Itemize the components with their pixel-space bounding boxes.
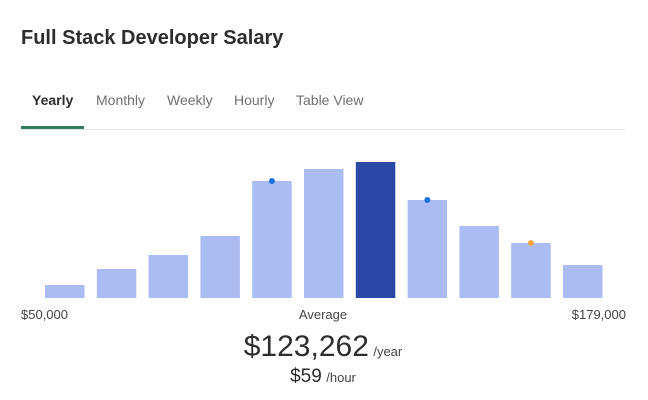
bar	[252, 181, 292, 298]
tab[interactable]: Yearly	[32, 92, 74, 108]
title: Full Stack Developer Salary	[21, 27, 284, 49]
yearly-unit: /year	[373, 344, 403, 359]
bar	[511, 243, 551, 298]
bar	[407, 200, 448, 298]
min-label: $50,000	[21, 307, 68, 322]
bar	[45, 285, 85, 298]
tab[interactable]: Monthly	[96, 92, 146, 108]
bar	[200, 236, 240, 298]
marker-dot	[527, 240, 534, 246]
bar	[459, 226, 499, 298]
tab[interactable]: Hourly	[234, 92, 275, 108]
yearly-amount: $123,262	[243, 330, 369, 363]
tab-divider	[21, 129, 625, 130]
active-tab-underline	[21, 126, 84, 129]
tab[interactable]: Weekly	[167, 92, 213, 108]
bar	[148, 255, 189, 298]
center-label: Average	[298, 307, 348, 322]
marker-dot	[268, 178, 275, 184]
bar	[96, 269, 137, 298]
marker-dot	[424, 197, 431, 203]
bar	[563, 265, 603, 298]
tab[interactable]: Table View	[296, 92, 364, 108]
bar	[304, 169, 344, 298]
hourly-unit: /hour	[326, 370, 356, 385]
hourly-salary: $59 /hour	[290, 366, 356, 388]
yearly-salary: $123,262 /year	[244, 330, 403, 364]
bar	[355, 162, 396, 298]
max-label: $179,000	[571, 307, 626, 322]
chart	[45, 162, 603, 298]
hourly-amount: $59	[290, 366, 322, 387]
